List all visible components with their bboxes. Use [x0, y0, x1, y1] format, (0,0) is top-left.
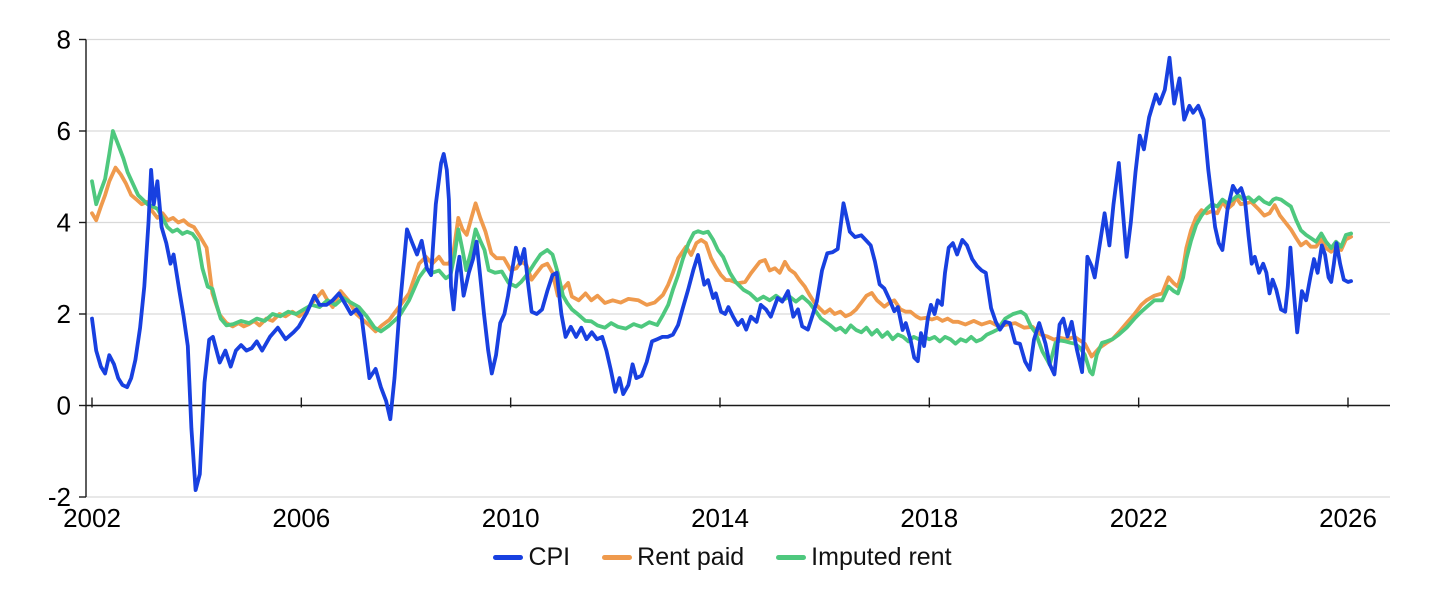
y-tick-label-6: 6	[57, 116, 71, 146]
x-tick-label-2018: 2018	[900, 503, 958, 533]
chart-legend: CPI Rent paid Imputed rent	[0, 545, 1445, 570]
y-tick-label-4: 4	[57, 208, 71, 238]
x-tick-label-2010: 2010	[482, 503, 540, 533]
y-tick-label-0: 0	[57, 391, 71, 421]
legend-label-cpi: CPI	[528, 543, 571, 571]
x-tick-label-2002: 2002	[63, 503, 121, 533]
x-tick-label-2026: 2026	[1319, 503, 1377, 533]
y-tick-label-8: 8	[57, 25, 71, 55]
legend-label-rent-paid: Rent paid	[637, 543, 745, 571]
series-line-rent-paid	[90, 165, 1353, 359]
x-tick-label-2006: 2006	[272, 503, 330, 533]
y-tick-label-2: 2	[57, 299, 71, 329]
series-line-imputed-rent	[90, 129, 1353, 377]
y-tick-label--2: -2	[48, 482, 71, 512]
x-tick-label-2022: 2022	[1110, 503, 1168, 533]
series-line-cpi	[90, 55, 1353, 493]
x-tick-label-2014: 2014	[691, 503, 749, 533]
legend-swatch-imputed-rent	[776, 555, 807, 560]
legend-item-imputed-rent: Imputed rent	[776, 543, 952, 571]
legend-swatch-rent-paid	[602, 555, 633, 560]
legend-label-imputed-rent: Imputed rent	[811, 543, 952, 571]
legend-item-rent-paid: Rent paid	[602, 545, 744, 570]
legend-item-cpi: CPI	[493, 545, 570, 570]
legend-swatch-cpi	[493, 555, 524, 560]
